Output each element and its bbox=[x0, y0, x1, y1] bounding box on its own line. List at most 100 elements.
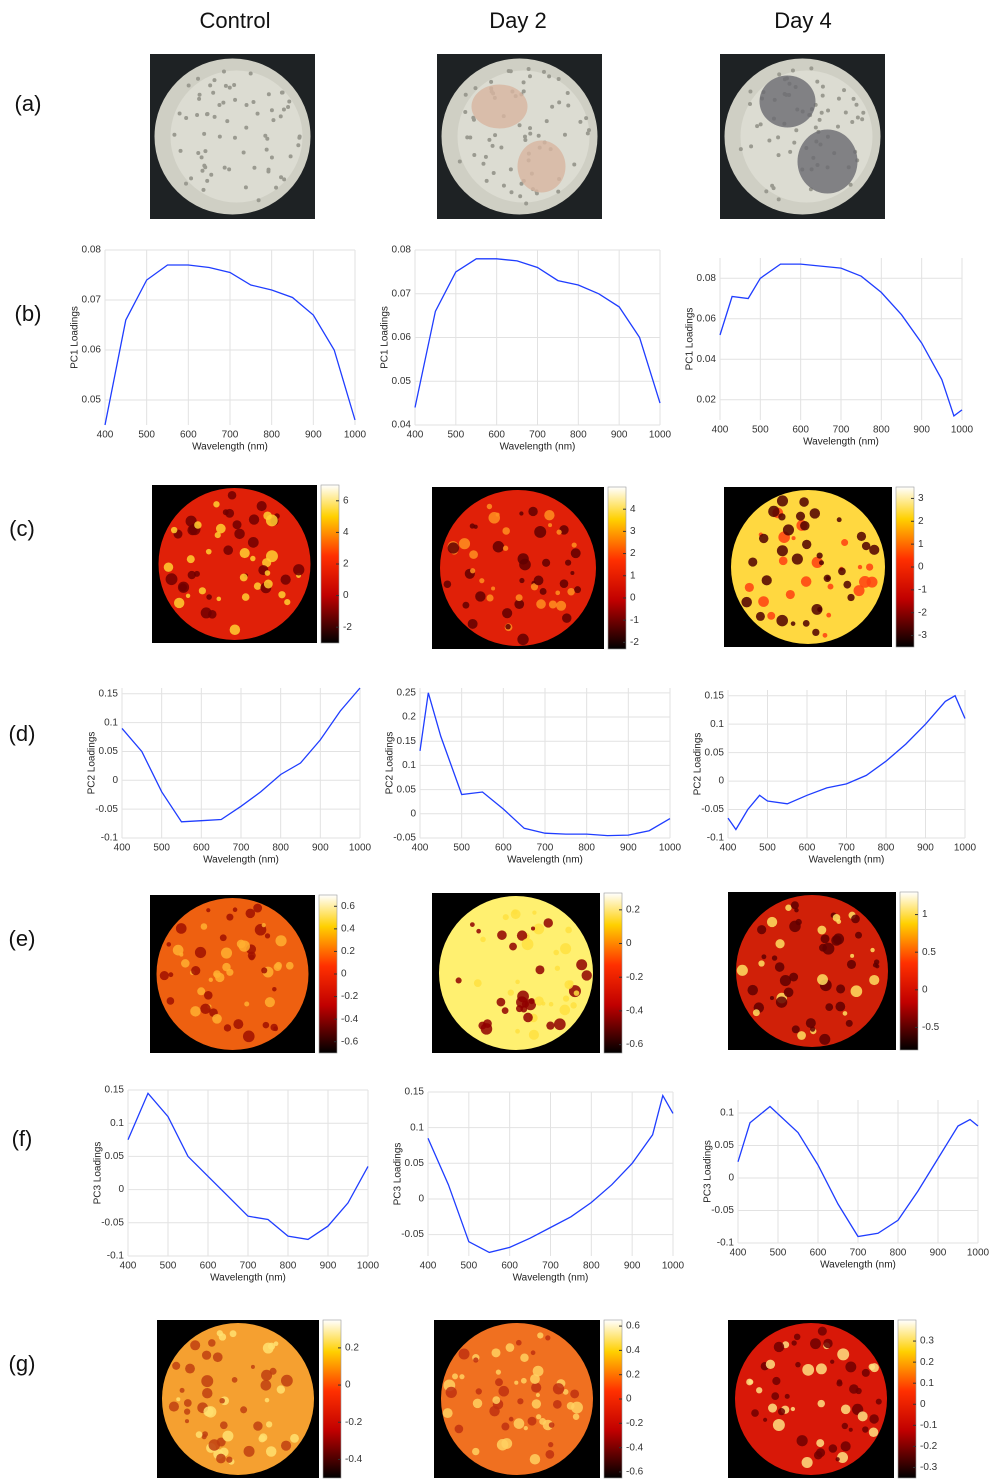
heatmap-spot bbox=[231, 1377, 238, 1383]
heatmap-spot bbox=[442, 1408, 453, 1419]
x-tick-label: 500 bbox=[138, 430, 155, 441]
heatmap-spot bbox=[515, 979, 520, 985]
y-tick-label: 0 bbox=[118, 1184, 124, 1195]
heatmap-spot bbox=[505, 1343, 515, 1352]
photo-dot bbox=[243, 185, 248, 190]
heatmap-spot bbox=[229, 624, 241, 636]
colorbar-tick-label: 0.6 bbox=[341, 901, 355, 912]
heatmap-spot bbox=[810, 1338, 821, 1350]
heatmap-spot bbox=[486, 503, 493, 510]
heatmap-spot bbox=[498, 1385, 510, 1397]
photo-dot bbox=[850, 120, 855, 125]
y-tick-label: 0.05 bbox=[105, 1151, 125, 1162]
heatmap-spot bbox=[836, 517, 842, 523]
colorbar-tick-label: 0 bbox=[626, 1394, 632, 1405]
heatmap-spot bbox=[837, 1348, 850, 1361]
heatmap-spot bbox=[791, 1025, 800, 1034]
photo-dot bbox=[255, 111, 260, 116]
heatmap-spot bbox=[163, 562, 174, 572]
heatmap-spot bbox=[539, 588, 547, 595]
heatmap-spot bbox=[868, 1363, 876, 1371]
heatmap-spot bbox=[850, 985, 863, 998]
x-tick-label: 900 bbox=[930, 1248, 947, 1259]
heatmap-spot bbox=[529, 1453, 541, 1465]
heatmap-spot bbox=[455, 977, 462, 984]
x-tick-label: 400 bbox=[712, 425, 729, 436]
photo-dot bbox=[528, 126, 533, 131]
heatmap-spot bbox=[216, 596, 222, 602]
heatmap-spot bbox=[778, 556, 788, 566]
photo-dot bbox=[854, 102, 859, 107]
heatmap-spot bbox=[473, 979, 482, 988]
heatmap-spot bbox=[819, 1033, 831, 1045]
heatmap-spot bbox=[528, 1029, 539, 1040]
y-tick-label: 0.02 bbox=[697, 394, 717, 405]
photo-dot bbox=[836, 96, 841, 101]
colorbar-tick-label: 0 bbox=[922, 984, 928, 995]
heatmap-spot bbox=[548, 600, 557, 609]
heatmap-spot bbox=[581, 970, 592, 981]
y-tick-label: 0 bbox=[112, 775, 118, 786]
colorbar bbox=[603, 892, 623, 1054]
heatmap-spot bbox=[264, 997, 275, 1008]
photo-dot bbox=[526, 67, 531, 72]
heatmap-spot bbox=[567, 587, 575, 596]
x-tick-label: 700 bbox=[529, 430, 546, 441]
y-axis-label: PC3 Loadings bbox=[93, 1142, 104, 1205]
heatmap-spot bbox=[562, 1388, 569, 1395]
x-tick-label: 500 bbox=[752, 425, 769, 436]
heatmap-spot bbox=[516, 930, 528, 941]
x-tick-label: 900 bbox=[320, 1261, 337, 1272]
x-tick-label: 400 bbox=[412, 843, 429, 854]
heatmap-spot bbox=[857, 1411, 868, 1422]
photo-dot bbox=[178, 148, 183, 153]
heatmap-spot bbox=[782, 524, 795, 536]
photo-dot bbox=[266, 92, 271, 97]
colorbar-tick-label: -0.2 bbox=[626, 972, 644, 983]
colorbar-tick-label: 6 bbox=[343, 495, 349, 506]
y-tick-label: 0.2 bbox=[402, 712, 416, 723]
colorbar-tick-label: -0.2 bbox=[341, 991, 359, 1002]
photo-dot bbox=[587, 128, 592, 133]
heatmap-disc bbox=[158, 488, 311, 640]
heatmap-spot bbox=[261, 1369, 273, 1381]
x-tick-label: 1000 bbox=[659, 843, 682, 854]
heatmap-spot bbox=[241, 593, 250, 601]
column-header: Day 2 bbox=[489, 8, 546, 33]
heatmap-spot bbox=[531, 1382, 542, 1393]
x-tick-label: 1000 bbox=[954, 843, 977, 854]
heatmap-disc bbox=[439, 896, 593, 1050]
photo-dot bbox=[771, 186, 776, 191]
line-series bbox=[414, 258, 661, 408]
photo-dot bbox=[749, 144, 754, 149]
x-tick-label: 1000 bbox=[357, 1261, 380, 1272]
photo-patch bbox=[517, 140, 566, 193]
x-tick-label: 800 bbox=[878, 843, 895, 854]
heatmap-spot bbox=[796, 1435, 808, 1447]
colorbar-tick-label: 4 bbox=[630, 504, 636, 515]
heatmap-spot bbox=[253, 582, 262, 590]
colorbar-tick-label: -0.3 bbox=[920, 1462, 938, 1473]
photo-dot bbox=[792, 140, 797, 145]
photo-dot bbox=[518, 194, 523, 199]
y-axis-label: PC1 Loadings bbox=[380, 306, 391, 369]
heatmap-spot bbox=[843, 580, 852, 589]
heatmap-spot bbox=[851, 914, 860, 924]
heatmap-spot bbox=[826, 612, 832, 618]
heatmap-spot bbox=[862, 1426, 869, 1433]
x-tick-label: 900 bbox=[624, 1261, 641, 1272]
heatmap-spot bbox=[556, 600, 567, 611]
photo-dot bbox=[227, 85, 232, 90]
photo-dot bbox=[473, 86, 478, 91]
heatmap-spot bbox=[275, 935, 287, 947]
heatmap-spot bbox=[747, 984, 758, 996]
heatmap-spot bbox=[238, 940, 250, 952]
heatmap-spot bbox=[548, 523, 553, 528]
heatmap-spot bbox=[845, 1019, 853, 1027]
line-series bbox=[719, 263, 963, 417]
x-tick-label: 500 bbox=[153, 843, 170, 854]
heatmap-spot bbox=[253, 1421, 263, 1431]
heatmap-spot bbox=[190, 1006, 201, 1017]
heatmap-spot bbox=[264, 570, 271, 576]
photo-dot bbox=[468, 135, 473, 140]
